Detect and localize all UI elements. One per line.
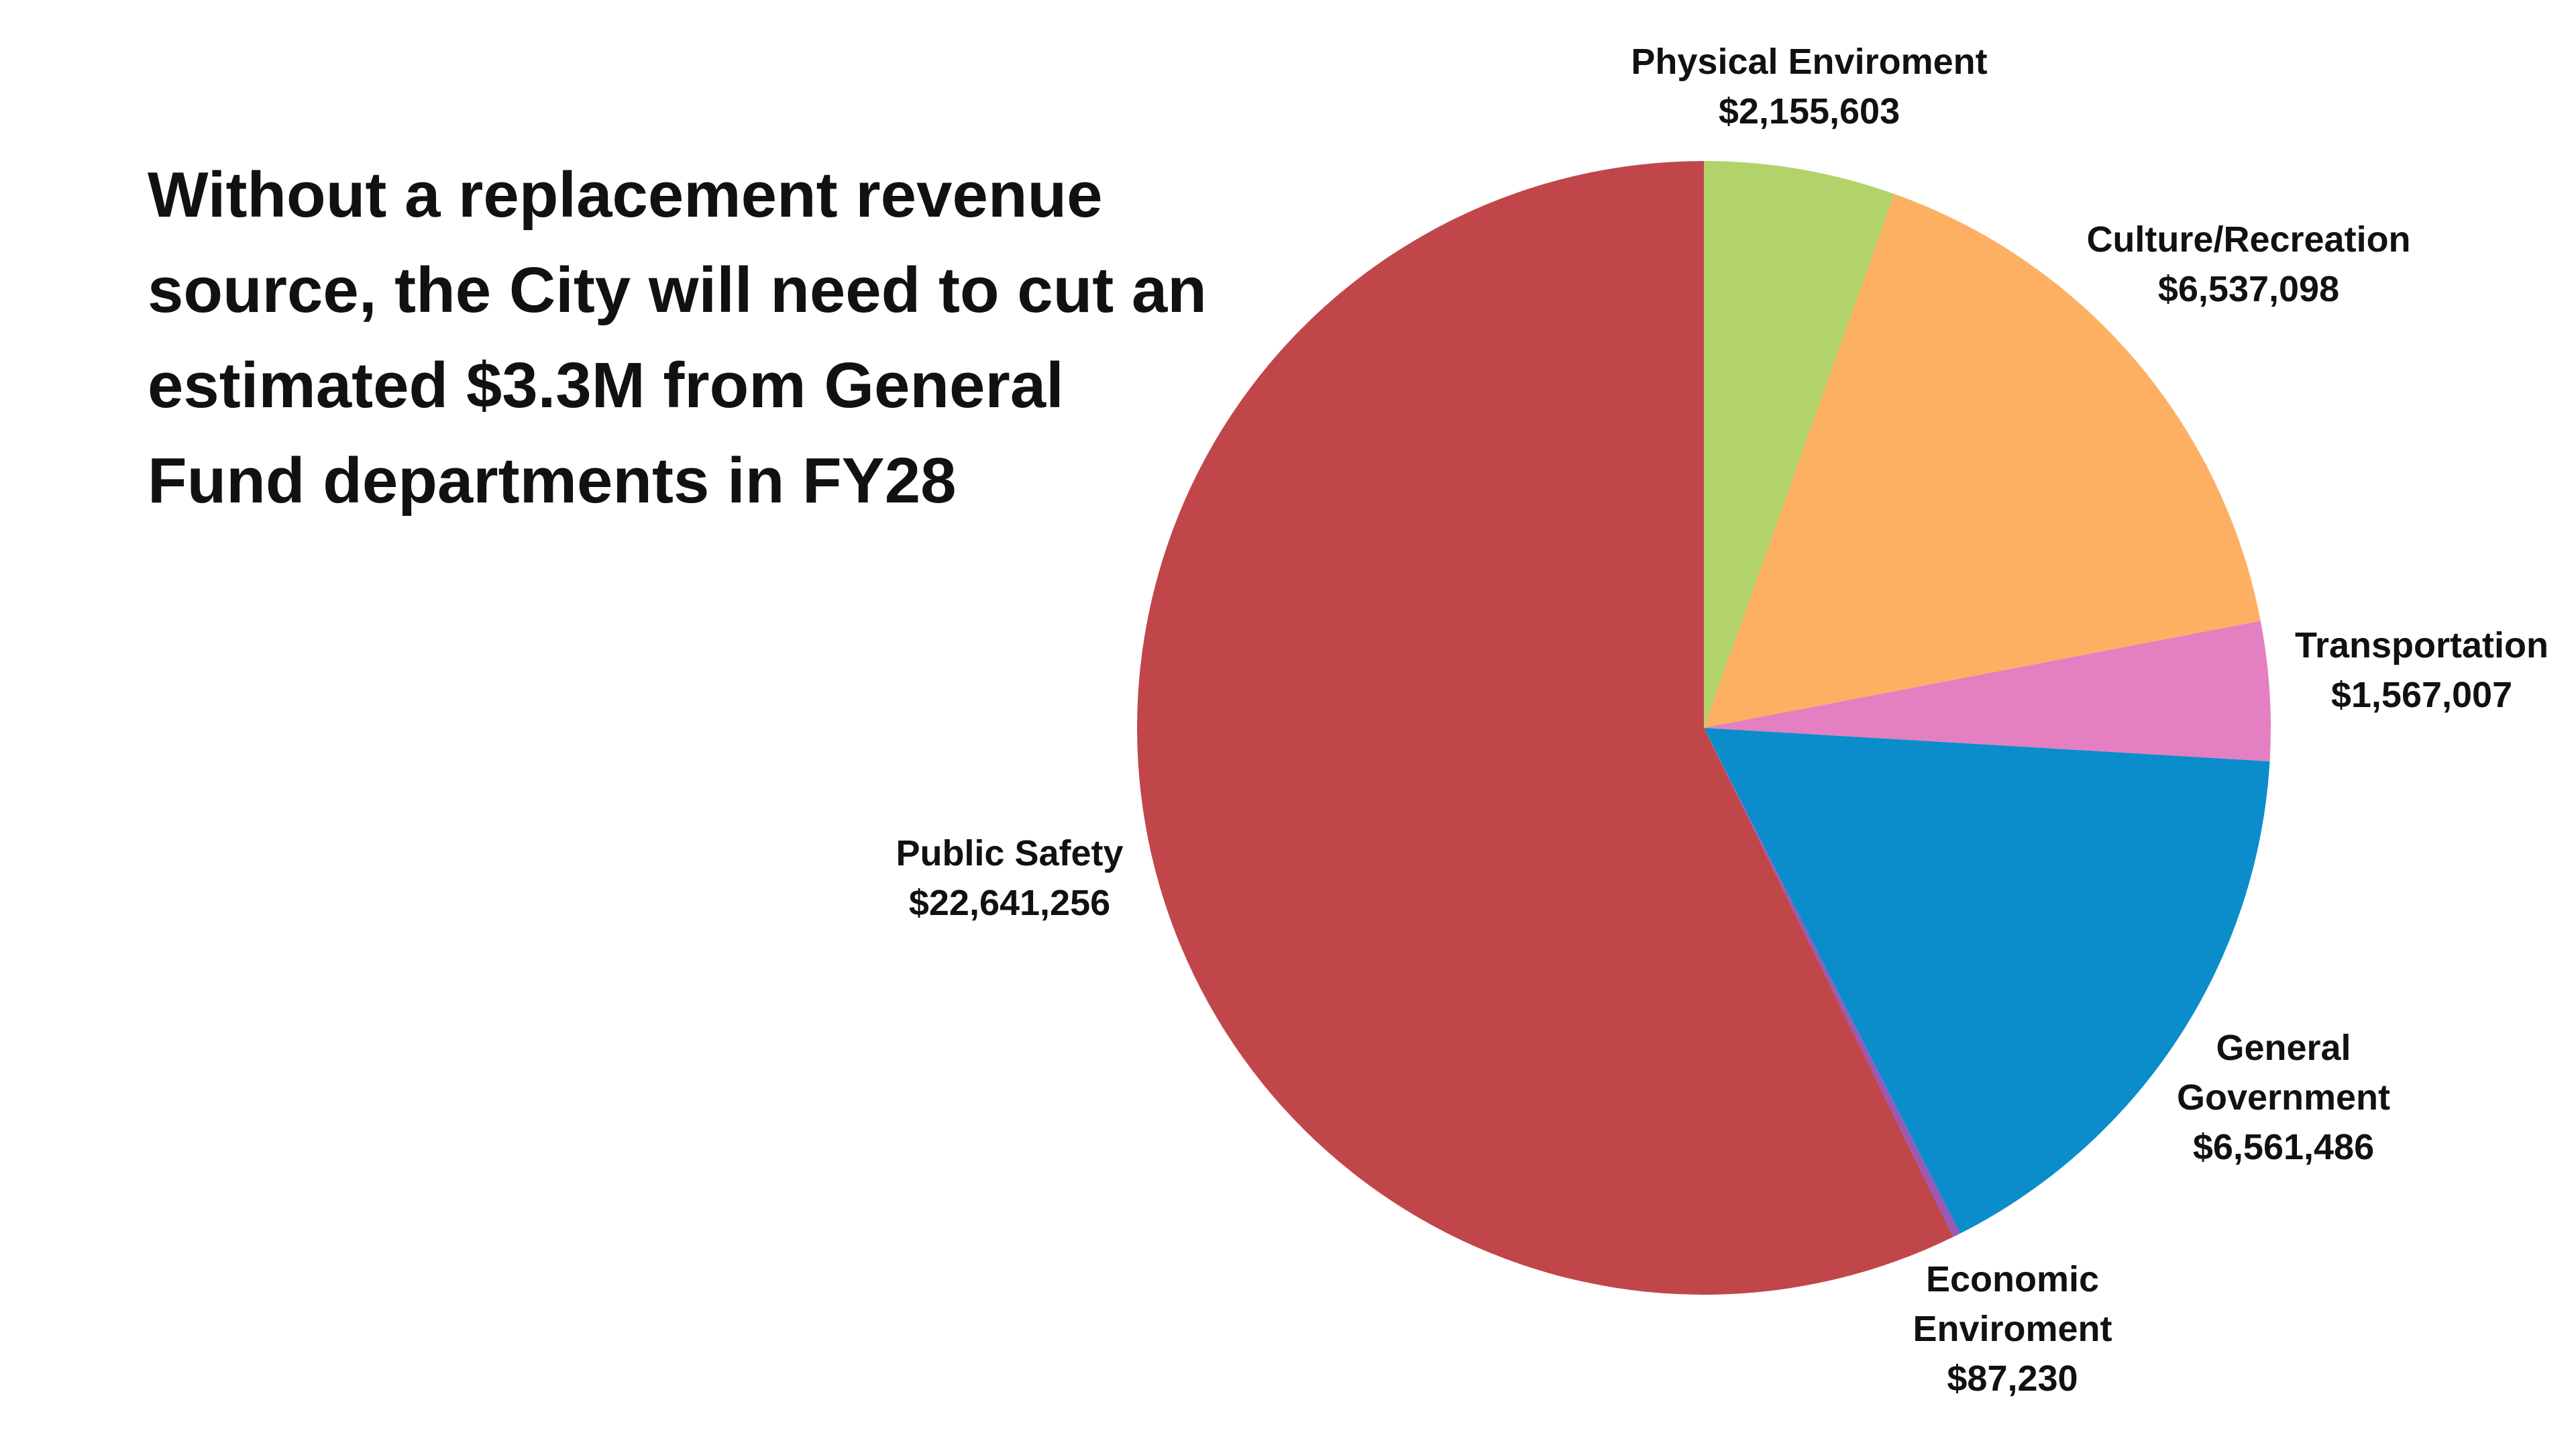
pie-label-transportation: Transportation $1,567,007	[2295, 625, 2548, 715]
pie-slices	[1137, 161, 2271, 1295]
pie-label-economic-enviroment: Economic Enviroment $87,230	[1913, 1259, 2112, 1399]
pie-slice-public-safety	[1137, 161, 1953, 1295]
pie-labels: Physical Enviroment $2,155,603 Culture/Rec…	[896, 42, 2548, 1399]
pie-label-public-safety: Public Safety $22,641,256	[896, 833, 1123, 923]
pie-slice-physical-enviroment	[1704, 161, 1894, 728]
pie-slice-culture-recreation	[1704, 194, 2261, 728]
pie-label-physical-enviroment: Physical Enviroment $2,155,603	[1631, 42, 1987, 131]
pie-slice-transportation	[1704, 621, 2271, 761]
pie-label-general-government: General Government $6,561,486	[2177, 1028, 2390, 1167]
pie-slice-general-government	[1704, 728, 2270, 1234]
pie-slice-economic-enviroment	[1704, 728, 1961, 1237]
headline: Without a replacement revenue source, th…	[148, 159, 1207, 517]
pie-label-culture-recreation: Culture/Recreation $6,537,098	[2086, 219, 2410, 309]
